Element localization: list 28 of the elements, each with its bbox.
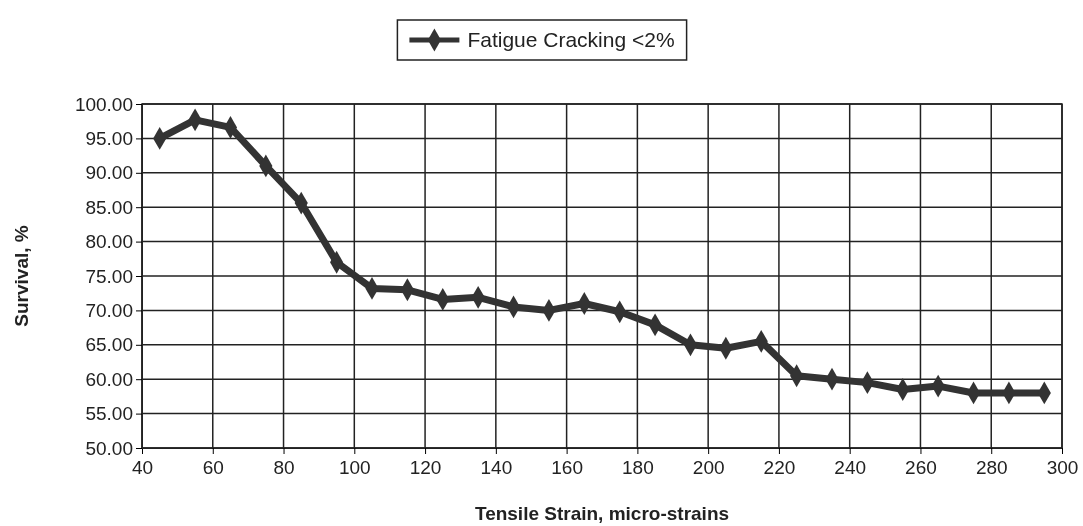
y-tick-label: 50.00 xyxy=(85,437,133,459)
y-tick-label: 85.00 xyxy=(85,196,133,218)
x-tick-label: 80 xyxy=(273,457,295,479)
x-tick-label: 200 xyxy=(692,457,725,479)
y-tick-label: 100.00 xyxy=(74,93,133,115)
y-tick-label: 95.00 xyxy=(85,127,133,149)
x-tick-label: 240 xyxy=(834,457,867,479)
y-tick-label: 80.00 xyxy=(85,231,133,253)
y-tick-label: 60.00 xyxy=(85,368,133,390)
y-tick-label: 90.00 xyxy=(85,162,133,184)
y-tick-label: 70.00 xyxy=(85,299,133,321)
x-tick-label: 120 xyxy=(409,457,442,479)
x-tick-label: 160 xyxy=(551,457,583,479)
x-tick-label: 280 xyxy=(975,457,1008,479)
legend-label: Fatigue Cracking <2% xyxy=(467,28,675,51)
x-tick-label: 180 xyxy=(622,457,654,479)
x-tick-label: 140 xyxy=(480,457,513,479)
x-tick-label: 100 xyxy=(338,457,371,479)
x-tick-label: 260 xyxy=(905,457,937,479)
x-tick-label: 300 xyxy=(1046,457,1079,479)
y-axis-title: Survival, % xyxy=(11,225,32,327)
x-tick-label: 220 xyxy=(763,457,796,479)
y-tick-label: 55.00 xyxy=(85,403,133,425)
x-tick-label: 60 xyxy=(202,457,224,479)
y-tick-label: 65.00 xyxy=(85,334,133,356)
x-axis-title: Tensile Strain, micro-strains xyxy=(474,503,730,524)
y-tick-label: 75.00 xyxy=(85,265,133,287)
x-tick-label: 40 xyxy=(131,457,154,479)
